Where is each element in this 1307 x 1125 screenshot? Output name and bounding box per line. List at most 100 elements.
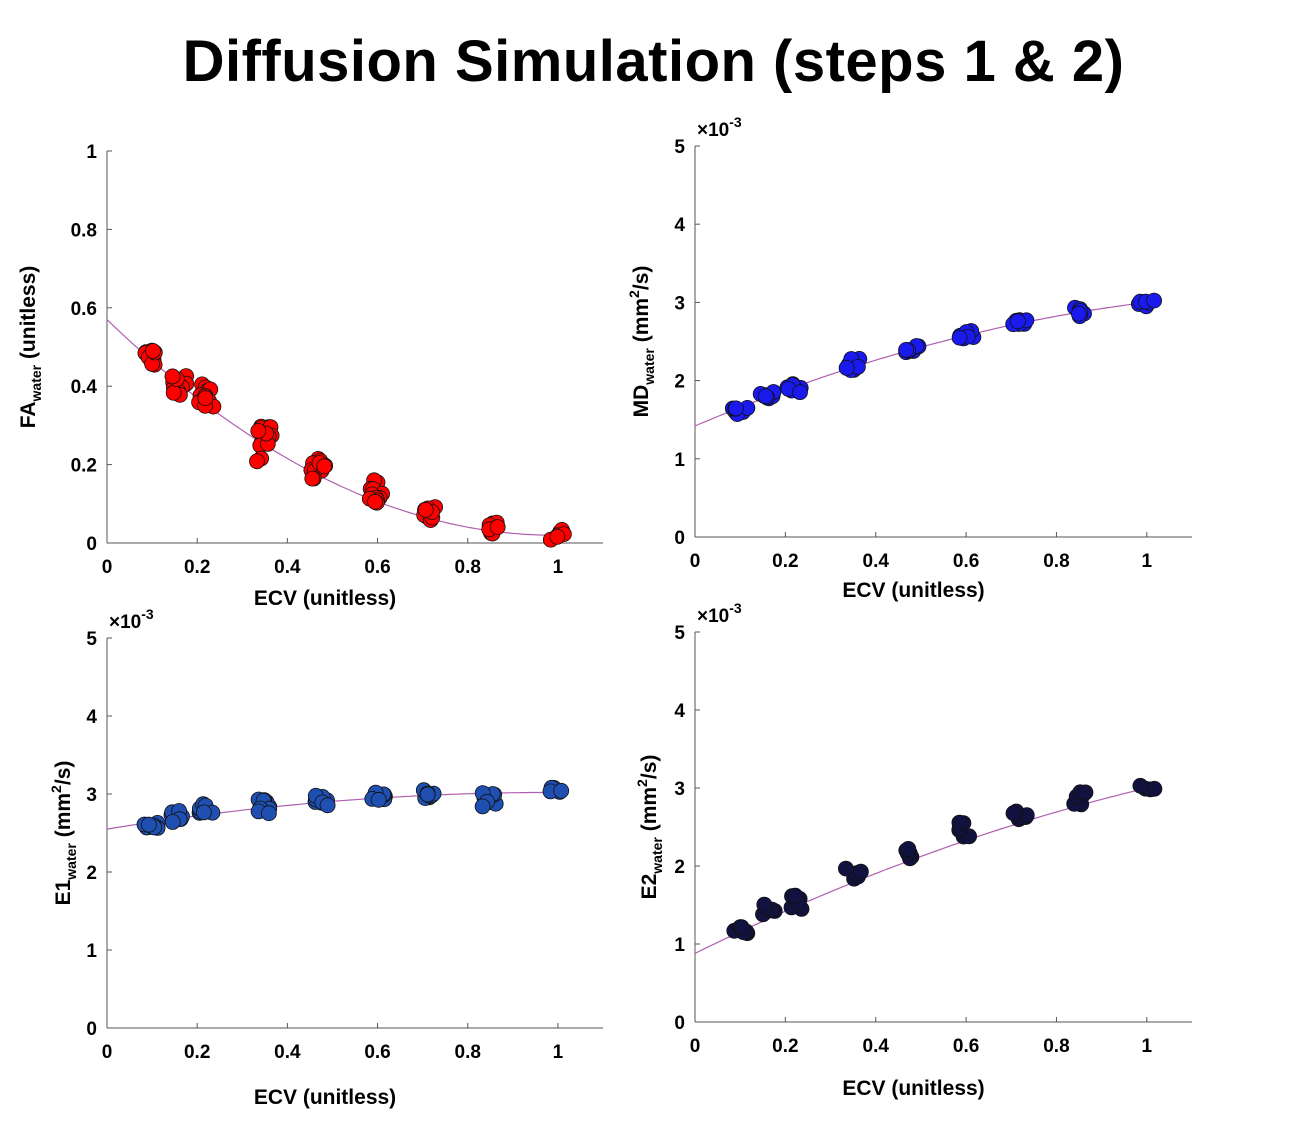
x-tick-label: 0.8 [1043,1036,1069,1057]
y-tick-label: 1 [674,935,685,956]
data-point [319,797,336,814]
x-tick-label: 0.4 [274,1042,301,1063]
x-tick-label: 0.8 [455,557,481,578]
data-point [316,458,333,475]
y-tick-label: 2 [674,857,685,878]
data-point [145,343,161,359]
data-point [756,896,773,913]
data-point [140,816,157,833]
chart-e2: 0 0.2 0.4 0.6 0.8 1 0 1 2 3 4 5 ×10-3 ECV (unitless) E… [634,600,1192,1100]
data-point [1146,780,1163,797]
fit-curve [694,787,1147,954]
data-point [951,814,968,831]
y-tick-label: 0 [86,1019,97,1040]
data-point [164,368,181,385]
data-point [260,805,277,822]
chart-e1: 0 0.2 0.4 0.6 0.8 1 0 1 2 3 4 5 ×10-3 ECV (unitless) E… [48,606,603,1109]
data-point [853,863,869,880]
data-point [1010,313,1026,330]
x-tick-label: 0 [102,557,113,578]
data-point [900,841,917,857]
data-point [1071,305,1087,322]
data-point [197,390,214,407]
data-point [951,329,968,346]
x-tick-label: 1 [1142,1036,1153,1057]
x-tick-label: 0.2 [772,551,798,572]
x-axis-label: ECV (unitless) [254,587,396,610]
x-tick-label: 0.6 [364,557,390,578]
y-tick-label: 2 [86,863,97,884]
y-tick-label: 0 [674,528,685,549]
chart-fa: 0 0.2 0.4 0.6 0.8 1 0 0.2 0.4 0.6 0.8 1 ECV (unitles… [17,142,603,610]
y-exponent-label: ×10-3 [697,114,742,141]
x-tick-label: 0.2 [184,1042,210,1063]
fit-curve [106,319,558,536]
data-point [728,400,744,417]
data-point [195,804,212,821]
data-point [304,470,321,487]
data-point [1077,784,1094,801]
x-tick-label: 0.4 [274,557,301,578]
y-tick-label: 1 [674,450,685,471]
data-point [165,384,182,401]
data-point [419,786,436,803]
x-tick-label: 0 [102,1042,113,1063]
data-point [838,860,854,877]
y-axis-label: E2water (mm2/s) [634,755,665,900]
y-axis-label: MDwater (mm2/s) [626,266,657,418]
page-title: Diffusion Simulation (steps 1 & 2) [182,29,1125,94]
data-point [1146,292,1162,309]
y-tick-label: 2 [674,372,685,393]
x-tick-label: 0.6 [953,551,979,572]
data-point [838,359,855,376]
y-axis-label: E1water (mm2/s) [48,761,79,906]
data-point [249,453,265,470]
x-tick-label: 0.8 [455,1042,481,1063]
y-tick-label: 4 [674,215,685,236]
x-tick-label: 0 [690,551,701,572]
x-tick-label: 0 [690,1036,701,1057]
data-point [792,384,808,401]
data-point [164,814,181,830]
x-axis-label: ECV (unitless) [842,1077,984,1100]
data-point [553,782,570,799]
y-tick-label: 3 [86,785,97,806]
x-tick-label: 0.8 [1043,551,1069,572]
y-tick-label: 0.8 [71,220,97,241]
x-tick-label: 1 [553,557,564,578]
y-tick-label: 0 [674,1013,685,1034]
y-tick-label: 3 [674,293,685,314]
x-tick-label: 1 [553,1042,564,1063]
data-point [489,519,506,535]
y-tick-label: 4 [674,701,685,722]
y-tick-label: 1 [86,142,97,163]
data-point [733,919,750,935]
x-tick-label: 0.2 [772,1036,798,1057]
y-exponent-label: ×10-3 [697,600,742,627]
data-point [417,501,434,518]
x-tick-label: 0.6 [364,1042,390,1063]
x-axis-label: ECV (unitless) [254,1086,396,1109]
y-tick-label: 4 [86,707,97,728]
x-tick-label: 0.4 [863,1036,890,1057]
y-exponent-label: ×10-3 [109,606,154,633]
x-tick-label: 1 [1142,551,1153,572]
y-tick-label: 0.6 [71,299,97,320]
y-tick-label: 3 [674,779,685,800]
data-point [474,798,491,815]
data-point [549,528,566,545]
data-point [757,388,774,405]
data-point [1132,777,1149,794]
y-tick-label: 1 [86,941,97,962]
data-point [898,341,914,358]
x-tick-label: 0.2 [184,557,210,578]
y-tick-label: 5 [86,629,97,650]
data-point [250,422,267,439]
chart-md: 0 0.2 0.4 0.6 0.8 1 0 1 2 3 4 5 ×10-3 ECV (unitless) M… [626,114,1192,602]
y-tick-label: 0 [86,534,97,555]
y-tick-label: 0.2 [71,456,97,477]
data-point [370,791,387,808]
y-tick-label: 5 [674,137,685,158]
y-tick-label: 5 [674,623,685,644]
